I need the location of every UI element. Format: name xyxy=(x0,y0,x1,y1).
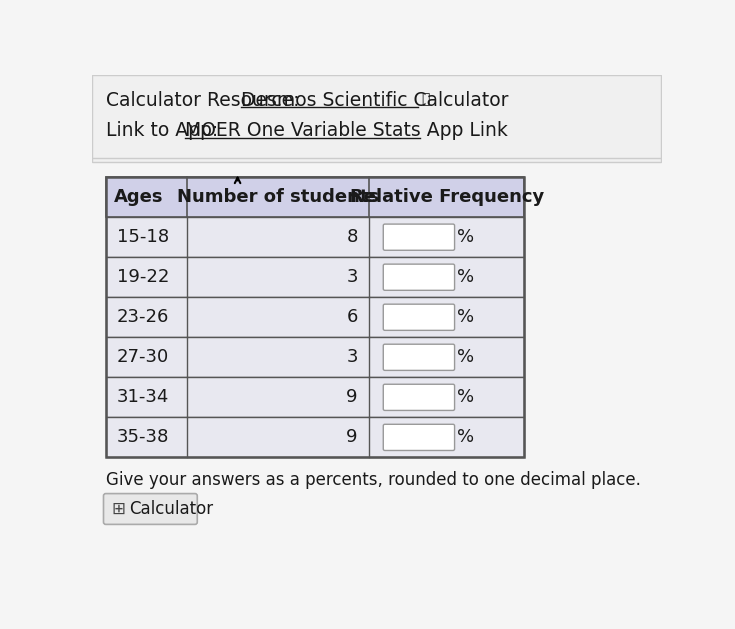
FancyBboxPatch shape xyxy=(106,177,524,217)
Text: 3: 3 xyxy=(346,268,358,286)
Text: %: % xyxy=(457,428,474,447)
FancyBboxPatch shape xyxy=(383,384,454,411)
FancyBboxPatch shape xyxy=(106,377,524,418)
Text: ⧉: ⧉ xyxy=(421,92,430,106)
FancyBboxPatch shape xyxy=(106,298,524,337)
FancyBboxPatch shape xyxy=(106,257,524,298)
Text: Ages: Ages xyxy=(114,188,163,206)
Text: ⊞: ⊞ xyxy=(111,500,125,518)
FancyBboxPatch shape xyxy=(383,344,454,370)
Text: MOER One Variable Stats App Link: MOER One Variable Stats App Link xyxy=(185,121,508,140)
Text: %: % xyxy=(457,388,474,406)
Text: 9: 9 xyxy=(346,388,358,406)
Text: Calculator: Calculator xyxy=(129,500,213,518)
Text: Number of students: Number of students xyxy=(177,188,379,206)
FancyBboxPatch shape xyxy=(383,264,454,291)
Text: Give your answers as a percents, rounded to one decimal place.: Give your answers as a percents, rounded… xyxy=(106,471,641,489)
FancyBboxPatch shape xyxy=(106,418,524,457)
Text: 8: 8 xyxy=(346,228,358,246)
FancyBboxPatch shape xyxy=(383,425,454,450)
Text: 9: 9 xyxy=(346,428,358,447)
Text: Relative Frequency: Relative Frequency xyxy=(350,188,544,206)
FancyBboxPatch shape xyxy=(92,75,662,162)
Text: 35-38: 35-38 xyxy=(117,428,169,447)
Text: %: % xyxy=(457,228,474,246)
FancyBboxPatch shape xyxy=(106,337,524,377)
FancyBboxPatch shape xyxy=(106,217,524,257)
Text: Calculator Resource:: Calculator Resource: xyxy=(106,91,305,109)
Text: %: % xyxy=(457,308,474,326)
Text: 3: 3 xyxy=(346,348,358,366)
FancyBboxPatch shape xyxy=(383,224,454,250)
Text: 23-26: 23-26 xyxy=(117,308,169,326)
FancyBboxPatch shape xyxy=(104,494,197,525)
Text: %: % xyxy=(457,268,474,286)
Text: 15-18: 15-18 xyxy=(117,228,169,246)
Text: 27-30: 27-30 xyxy=(117,348,169,366)
FancyBboxPatch shape xyxy=(383,304,454,330)
Text: 6: 6 xyxy=(346,308,358,326)
Text: Link to App:: Link to App: xyxy=(106,121,230,140)
Text: %: % xyxy=(457,348,474,366)
Text: Desmos Scientific Calculator: Desmos Scientific Calculator xyxy=(242,91,509,109)
Text: 31-34: 31-34 xyxy=(117,388,169,406)
Text: 19-22: 19-22 xyxy=(117,268,169,286)
